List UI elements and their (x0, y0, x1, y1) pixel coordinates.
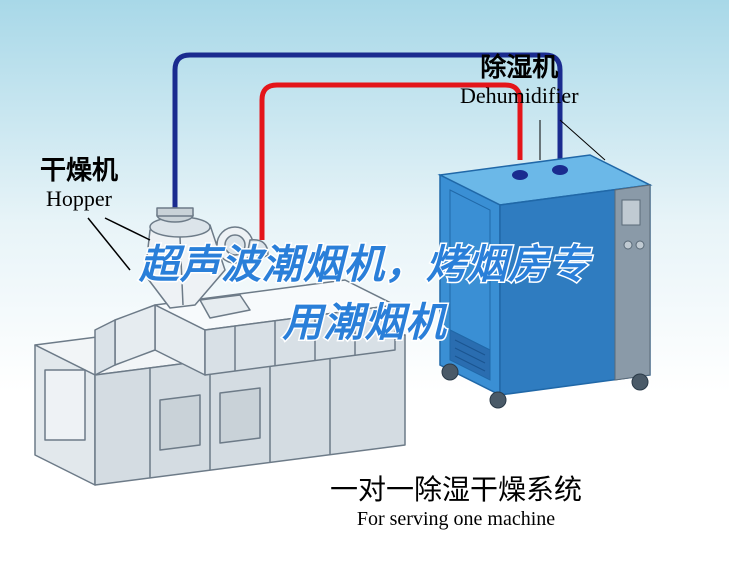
label-hopper-en: Hopper (40, 186, 118, 212)
label-hopper-cn: 干燥机 (40, 155, 118, 186)
label-hopper: 干燥机 Hopper (40, 155, 118, 213)
caption-cn: 一对一除湿干燥系统 (330, 468, 582, 508)
system-caption: 一对一除湿干燥系统 For serving one machine (330, 468, 582, 531)
caption-en: For serving one machine (330, 508, 582, 531)
label-dehum-cn: 除湿机 (460, 52, 579, 83)
overlay-title: 超声波潮烟机，烤烟房专 用潮烟机 (139, 232, 590, 348)
overlay-line1: 超声波潮烟机，烤烟房专 (139, 232, 590, 290)
label-dehum-en: Dehumidifier (460, 83, 579, 109)
overlay-line2: 用潮烟机 (139, 290, 590, 348)
label-dehumidifier: 除湿机 Dehumidifier (460, 52, 579, 110)
